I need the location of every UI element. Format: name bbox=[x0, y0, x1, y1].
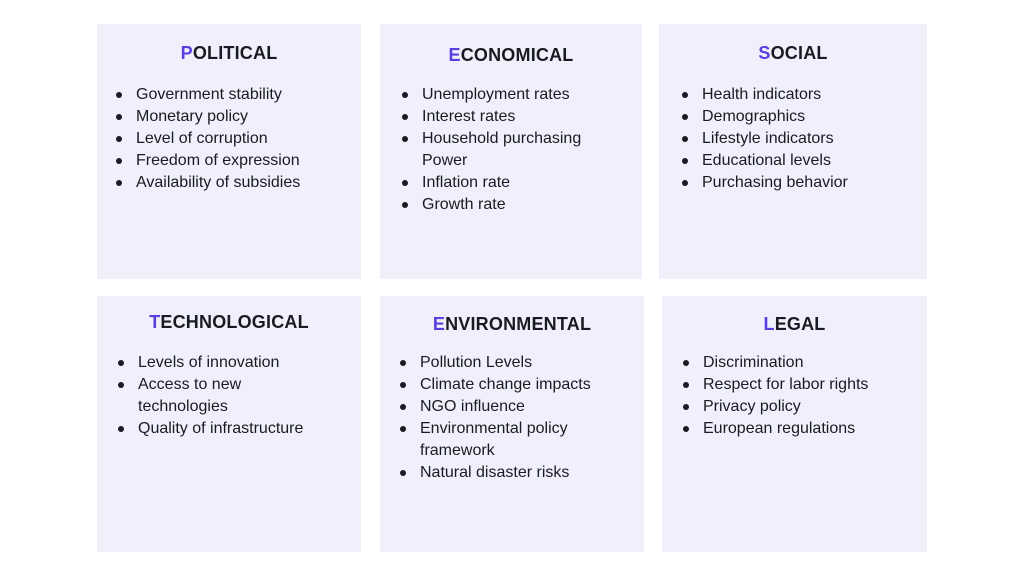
list-item: Growth rate bbox=[401, 194, 601, 216]
list-item: Purchasing behavior bbox=[681, 172, 848, 194]
card-social: SOCIAL Health indicators Demographics Li… bbox=[659, 24, 927, 279]
list-item: NGO influence bbox=[399, 396, 599, 418]
title-initial: S bbox=[758, 43, 771, 63]
list-item: Educational levels bbox=[681, 150, 848, 172]
list-item: Natural disaster risks bbox=[399, 462, 599, 484]
list-item: European regulations bbox=[682, 418, 868, 440]
title-initial: L bbox=[763, 314, 775, 334]
bullet-list-social: Health indicators Demographics Lifestyle… bbox=[681, 84, 848, 194]
card-environmental: ENVIRONMENTAL Pollution Levels Climate c… bbox=[380, 296, 644, 552]
list-item: Government stability bbox=[115, 84, 300, 106]
list-item: Inflation rate bbox=[401, 172, 601, 194]
list-item: Pollution Levels bbox=[399, 352, 599, 374]
list-item: Environmental policy framework bbox=[399, 418, 599, 462]
card-legal: LEGAL Discrimination Respect for labor r… bbox=[662, 296, 927, 552]
title-rest: OLITICAL bbox=[192, 43, 278, 63]
list-item: Interest rates bbox=[401, 106, 601, 128]
title-rest: EGAL bbox=[774, 314, 826, 334]
list-item: Climate change impacts bbox=[399, 374, 599, 396]
list-item: Household purchasing Power bbox=[401, 128, 601, 172]
bullet-list-legal: Discrimination Respect for labor rights … bbox=[682, 352, 868, 440]
list-item: Unemployment rates bbox=[401, 84, 601, 106]
list-item: Discrimination bbox=[682, 352, 868, 374]
title-rest: ECHNOLOGICAL bbox=[160, 312, 309, 332]
list-item: Availability of subsidies bbox=[115, 172, 300, 194]
title-rest: OCIAL bbox=[770, 43, 828, 63]
card-economical: ECONOMICAL Unemployment rates Interest r… bbox=[380, 24, 642, 279]
list-item: Health indicators bbox=[681, 84, 848, 106]
list-item: Access to new technologies bbox=[117, 374, 297, 418]
list-item: Demographics bbox=[681, 106, 848, 128]
bullet-list-political: Government stability Monetary policy Lev… bbox=[115, 84, 300, 194]
title-initial: T bbox=[149, 312, 161, 332]
card-title-environmental: ENVIRONMENTAL bbox=[380, 314, 644, 335]
list-item: Monetary policy bbox=[115, 106, 300, 128]
card-title-economical: ECONOMICAL bbox=[380, 45, 642, 66]
title-initial: P bbox=[180, 43, 193, 63]
card-title-technological: TECHNOLOGICAL bbox=[97, 312, 361, 333]
list-item: Freedom of expression bbox=[115, 150, 300, 172]
card-title-legal: LEGAL bbox=[662, 314, 927, 335]
card-title-political: POLITICAL bbox=[97, 43, 361, 64]
bullet-list-technological: Levels of innovation Access to new techn… bbox=[117, 352, 303, 440]
title-rest: CONOMICAL bbox=[460, 45, 574, 65]
list-item: Respect for labor rights bbox=[682, 374, 868, 396]
card-title-social: SOCIAL bbox=[659, 43, 927, 64]
list-item: Levels of innovation bbox=[117, 352, 297, 374]
card-political: POLITICAL Government stability Monetary … bbox=[97, 24, 361, 279]
list-item: Quality of infrastructure bbox=[117, 418, 303, 440]
bullet-list-economical: Unemployment rates Interest rates Househ… bbox=[401, 84, 601, 216]
title-rest: NVIRONMENTAL bbox=[445, 314, 592, 334]
card-technological: TECHNOLOGICAL Levels of innovation Acces… bbox=[97, 296, 361, 552]
list-item: Level of corruption bbox=[115, 128, 300, 150]
title-initial: E bbox=[432, 314, 446, 334]
list-item: Privacy policy bbox=[682, 396, 868, 418]
bullet-list-environmental: Pollution Levels Climate change impacts … bbox=[399, 352, 599, 484]
title-initial: E bbox=[448, 45, 461, 65]
list-item: Lifestyle indicators bbox=[681, 128, 848, 150]
